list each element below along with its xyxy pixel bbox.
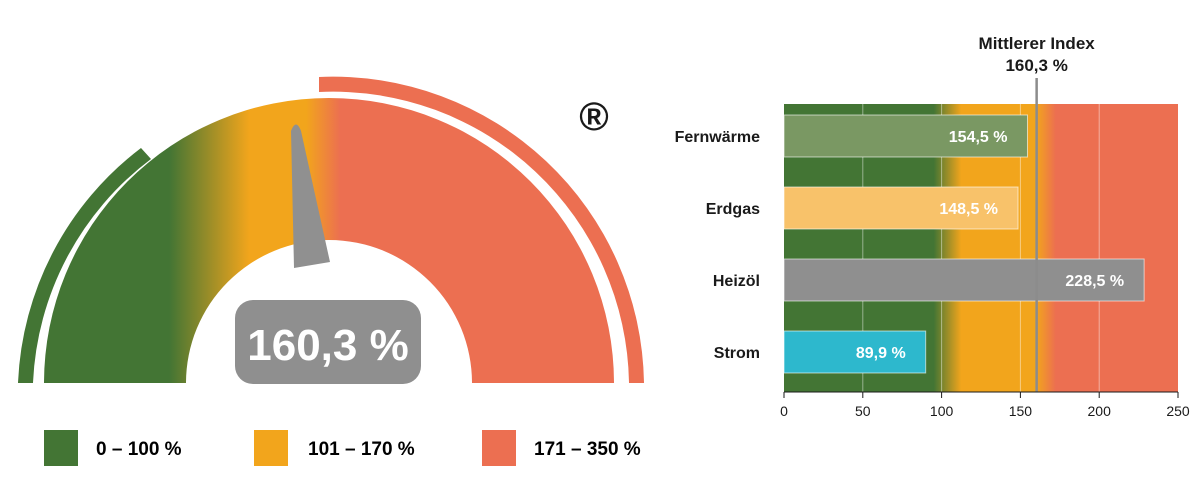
registered-mark: ® bbox=[579, 95, 608, 139]
x-tick-label: 200 bbox=[1088, 403, 1112, 419]
legend-swatch-red bbox=[482, 430, 516, 466]
gauge-value-label: 160,3 % bbox=[247, 321, 408, 370]
gauge-chart: 160,3 % ® 0 – 100 % 101 – 170 % 171 – 35… bbox=[18, 76, 644, 466]
bar bbox=[783, 330, 927, 374]
category-labels: Fernwärme Erdgas Heizöl Strom bbox=[675, 129, 760, 362]
gauge-needle bbox=[291, 124, 330, 268]
legend-label-orange: 101 – 170 % bbox=[308, 439, 415, 460]
x-tick-label: 150 bbox=[1009, 403, 1033, 419]
bars: 154,5 % 148,5 % 228,5 % 89,9 % bbox=[783, 114, 1145, 374]
bar-value-label: 228,5 % bbox=[1065, 273, 1124, 290]
legend-label-green: 0 – 100 % bbox=[96, 439, 182, 460]
gauge-value-box bbox=[235, 300, 421, 384]
bar-chart: 154,5 % 148,5 % 228,5 % 89,9 % Mittlerer In… bbox=[675, 34, 1190, 419]
category-label: Erdgas bbox=[706, 201, 760, 218]
gauge-outer-rim-green bbox=[18, 148, 151, 383]
bar-value-label: 154,5 % bbox=[949, 129, 1008, 146]
category-label: Heizöl bbox=[713, 273, 760, 290]
x-tick-label: 100 bbox=[930, 403, 954, 419]
category-label: Fernwärme bbox=[675, 129, 760, 146]
x-tick-label: 0 bbox=[780, 403, 788, 419]
x-axis: 0 50 100 150 200 250 bbox=[780, 391, 1190, 419]
legend-swatch-green bbox=[44, 430, 78, 466]
category-label: Strom bbox=[714, 345, 760, 362]
x-tick-label: 50 bbox=[855, 403, 871, 419]
bar-value-label: 148,5 % bbox=[939, 201, 998, 218]
bar bbox=[783, 186, 1019, 230]
x-tick-label: 250 bbox=[1166, 403, 1190, 419]
legend-swatch-orange bbox=[254, 430, 288, 466]
reference-line-label: Mittlerer Index bbox=[979, 34, 1096, 53]
bar bbox=[783, 258, 1145, 302]
gauge-band bbox=[44, 98, 614, 383]
bar-value-label: 89,9 % bbox=[856, 345, 906, 362]
reference-line-value: 160,3 % bbox=[1005, 56, 1067, 75]
bar bbox=[783, 114, 1028, 158]
reference-line-group: Mittlerer Index 160,3 % bbox=[979, 34, 1096, 392]
legend-label-red: 171 – 350 % bbox=[534, 439, 641, 460]
